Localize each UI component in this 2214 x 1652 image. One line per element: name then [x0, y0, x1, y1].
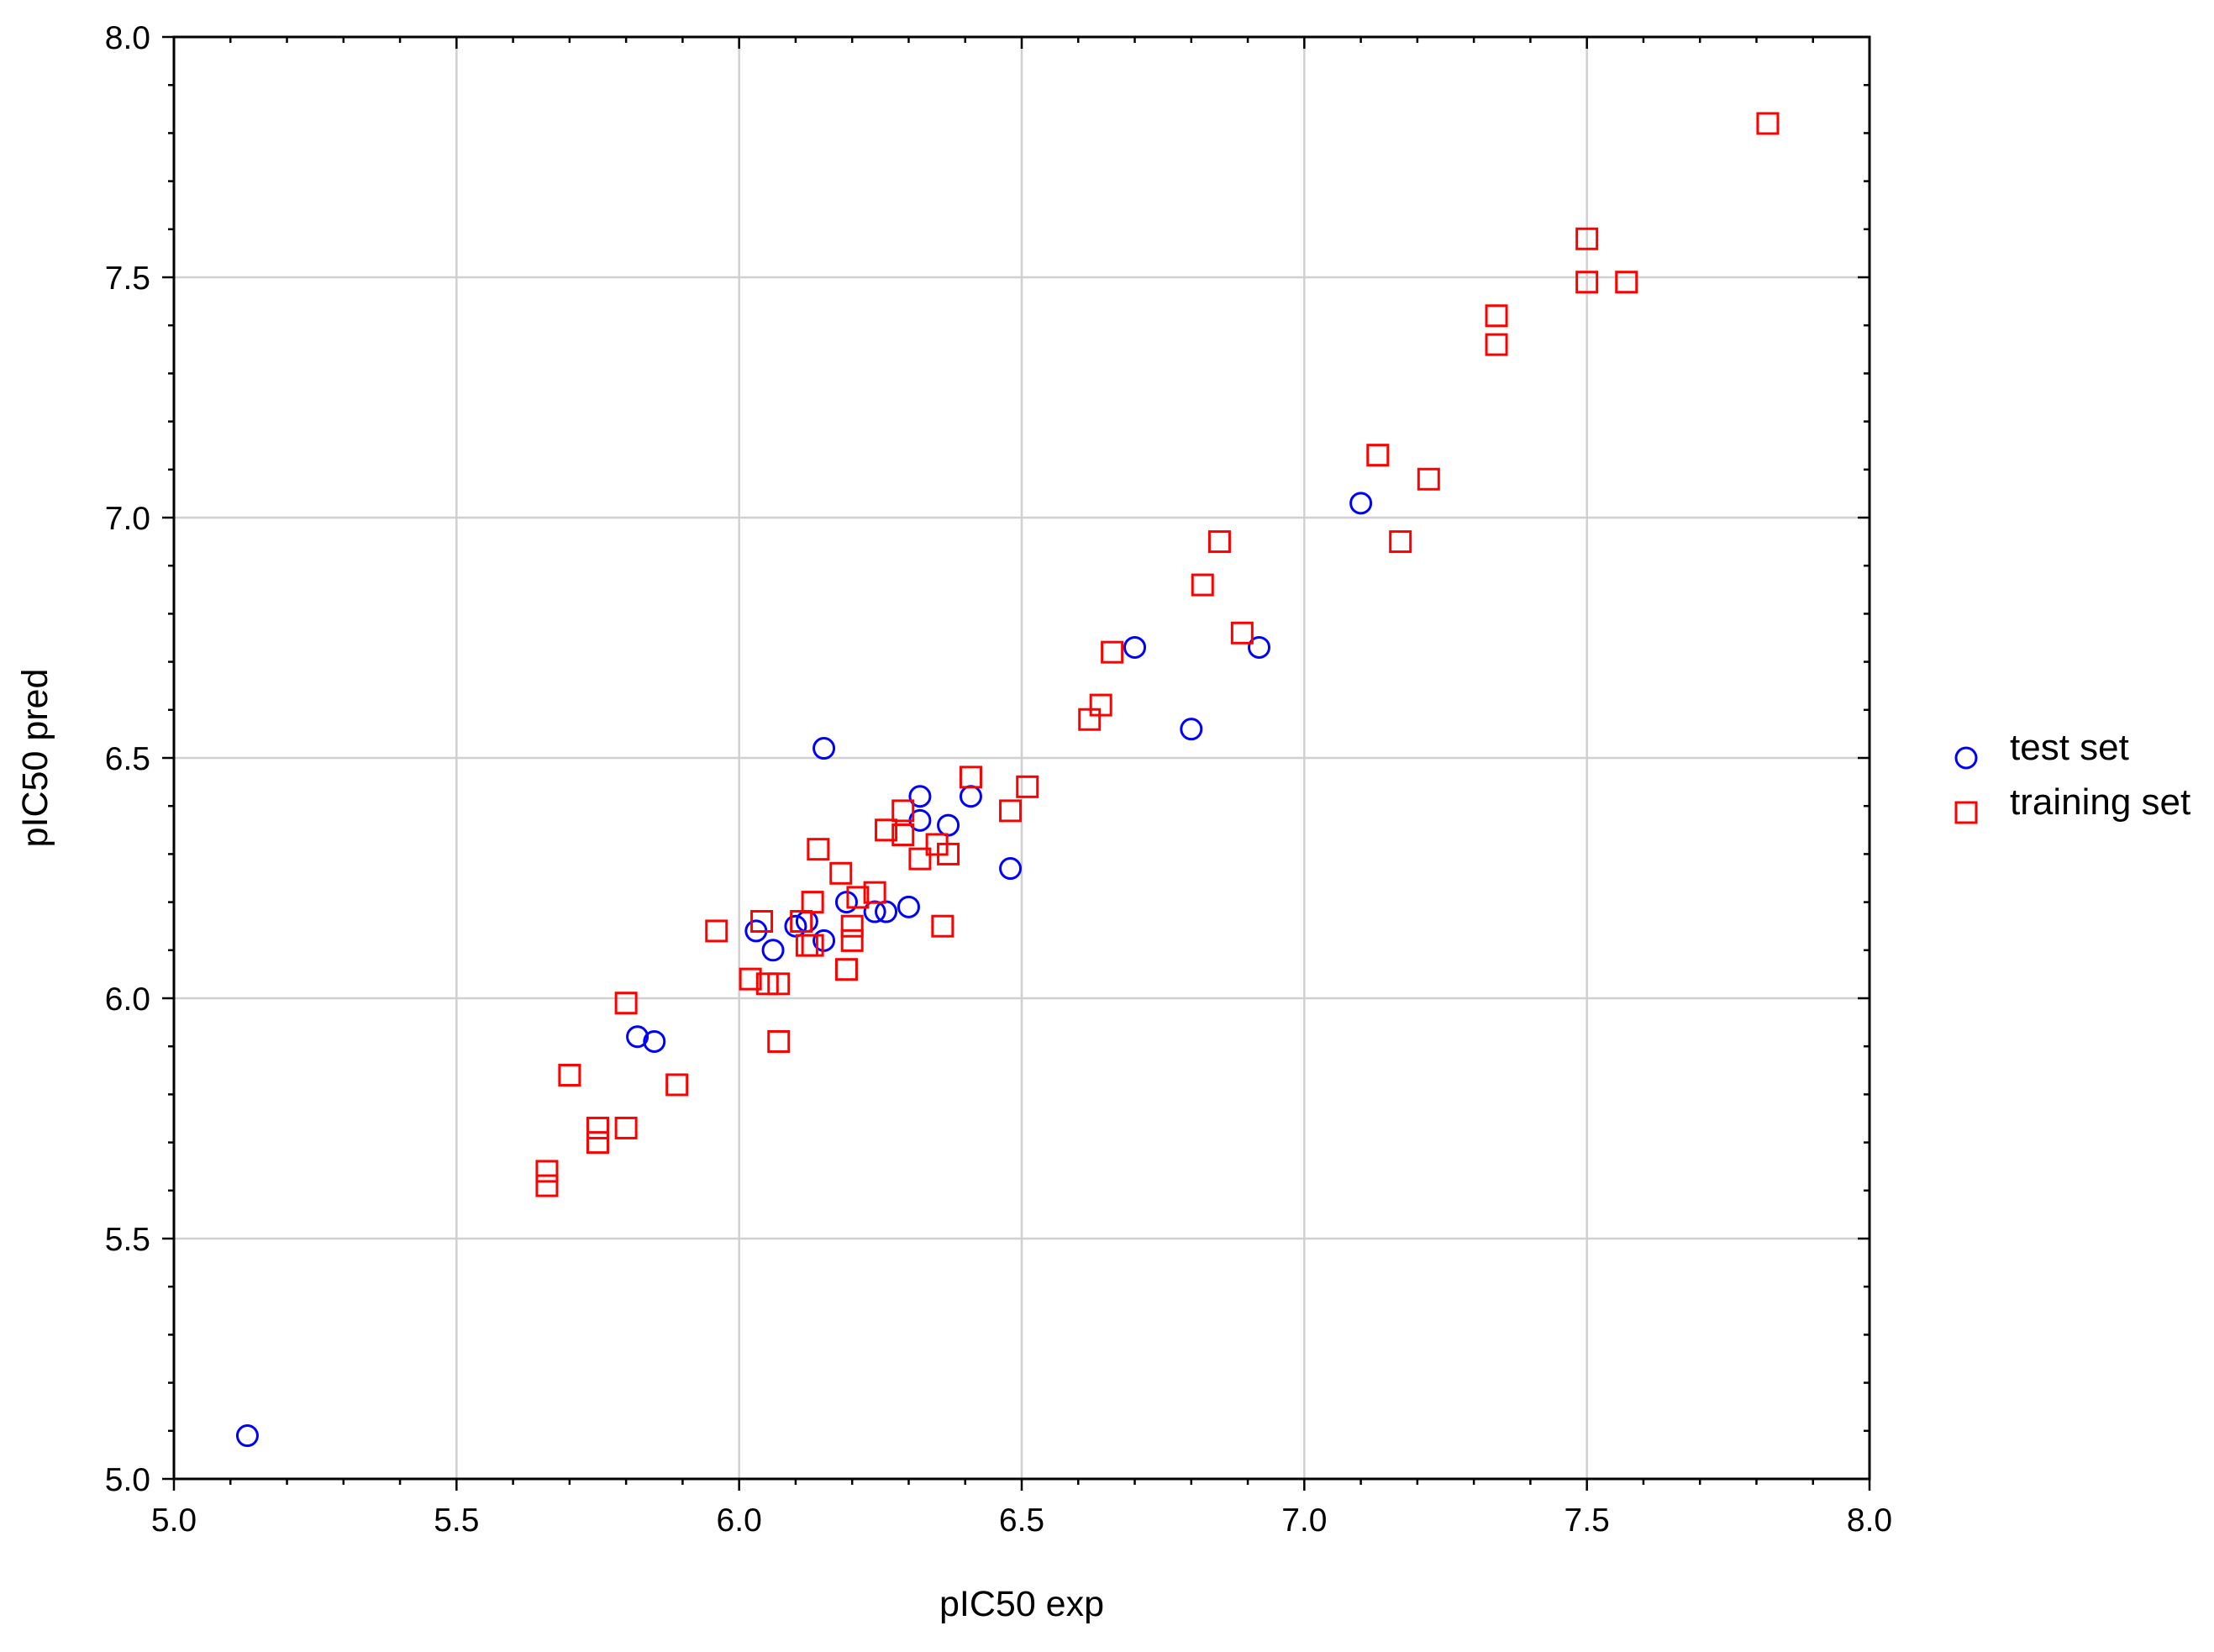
y-tick-label: 5.0 — [105, 1462, 150, 1498]
test-set-point — [937, 813, 960, 837]
test-set-point — [784, 914, 807, 938]
test-set-point — [897, 895, 920, 918]
training-set-point — [891, 823, 915, 847]
test-set-point — [959, 785, 982, 808]
training-set-point — [1485, 304, 1508, 328]
y-tick-label: 8.0 — [105, 20, 150, 56]
grid-lines — [174, 37, 1870, 1479]
training-set-point — [767, 1029, 791, 1053]
training-set-point — [739, 967, 762, 991]
training-set-point — [614, 992, 638, 1015]
training-set-point — [959, 765, 982, 789]
training-set-point — [665, 1073, 689, 1097]
training-set-point — [558, 1064, 581, 1087]
training-set-point — [1016, 775, 1039, 798]
x-tick-label: 5.0 — [151, 1502, 197, 1539]
training-set-point — [937, 842, 960, 865]
training-set-point — [1485, 333, 1508, 356]
training-set-point — [535, 1174, 559, 1197]
x-axis-title: pIC50 exp — [939, 1584, 1104, 1624]
test-set-point — [235, 1424, 259, 1448]
training-set-point — [834, 958, 858, 981]
test-set-point — [1248, 635, 1271, 659]
training-set-point — [705, 919, 728, 943]
test-set-point — [643, 1029, 666, 1053]
test-set-point — [999, 857, 1023, 881]
x-tick-label: 7.5 — [1565, 1502, 1610, 1539]
legend: test set training set — [1954, 727, 2190, 824]
training-set-point — [801, 891, 824, 914]
training-set-point — [1575, 271, 1599, 294]
legend-label: training set — [2010, 781, 2190, 823]
training-set-point — [586, 1131, 609, 1155]
y-tick-label: 7.5 — [105, 260, 150, 297]
training-set-point — [1089, 693, 1112, 717]
training-set-point — [1417, 467, 1440, 491]
training-set-point — [875, 818, 898, 842]
training-set-point — [1366, 444, 1390, 467]
training-set-point — [829, 861, 853, 885]
training-set-point — [1207, 530, 1231, 554]
training-set-point — [535, 1160, 559, 1183]
x-tick-label: 6.0 — [717, 1502, 762, 1539]
test-set-point — [813, 737, 836, 760]
test-set-point — [761, 939, 785, 962]
training-set-point — [586, 1116, 609, 1139]
training-set-point — [1101, 640, 1124, 664]
x-tick-label: 5.5 — [434, 1502, 479, 1539]
test-set-point — [1123, 635, 1147, 659]
test-set-point — [908, 785, 932, 808]
training-set-point — [863, 881, 886, 904]
test-set-point — [795, 909, 818, 933]
y-axis-title: pIC50 pred — [15, 669, 55, 848]
test-set-point — [1180, 718, 1203, 741]
x-tick-label: 7.0 — [1281, 1502, 1327, 1539]
training-set-point — [840, 929, 864, 952]
y-tick-label: 7.0 — [105, 501, 150, 537]
training-set-point — [614, 1116, 638, 1139]
test-set-point — [626, 1025, 649, 1049]
x-tick-label: 8.0 — [1847, 1502, 1892, 1539]
training-set-point — [1191, 573, 1214, 597]
training-set-point — [908, 847, 932, 871]
training-set-point — [931, 914, 954, 938]
y-tick-label: 6.5 — [105, 741, 150, 777]
training-set-point — [1615, 271, 1638, 294]
axis-tick-labels: 5.0 5.5 6.0 6.5 7.0 7.5 8.0 5.0 5.5 6.0 6.5 7.0 7.5 8… — [105, 20, 1892, 1539]
x-tick-label: 6.5 — [999, 1502, 1044, 1539]
y-tick-label: 6.0 — [105, 981, 150, 1018]
axis-ticks — [162, 35, 1871, 1491]
training-set-point — [807, 838, 830, 861]
training-set-point — [999, 799, 1023, 823]
training-set-point — [846, 886, 870, 909]
training-set-point — [1230, 621, 1254, 644]
training-set-point — [1756, 112, 1780, 135]
training-set-point — [840, 914, 864, 938]
legend-label: test set — [2010, 727, 2129, 768]
data-points — [235, 112, 1780, 1448]
legend-marker-training-set — [1954, 801, 1978, 824]
test-set-point — [1349, 492, 1373, 515]
training-set-point — [801, 934, 824, 957]
legend-marker-test-set — [1954, 746, 1978, 770]
training-set-point — [750, 909, 774, 933]
training-set-point — [1575, 227, 1599, 250]
training-set-point — [767, 972, 791, 996]
training-set-point — [1389, 530, 1412, 554]
training-set-point — [891, 799, 915, 823]
y-tick-label: 5.5 — [105, 1222, 150, 1258]
